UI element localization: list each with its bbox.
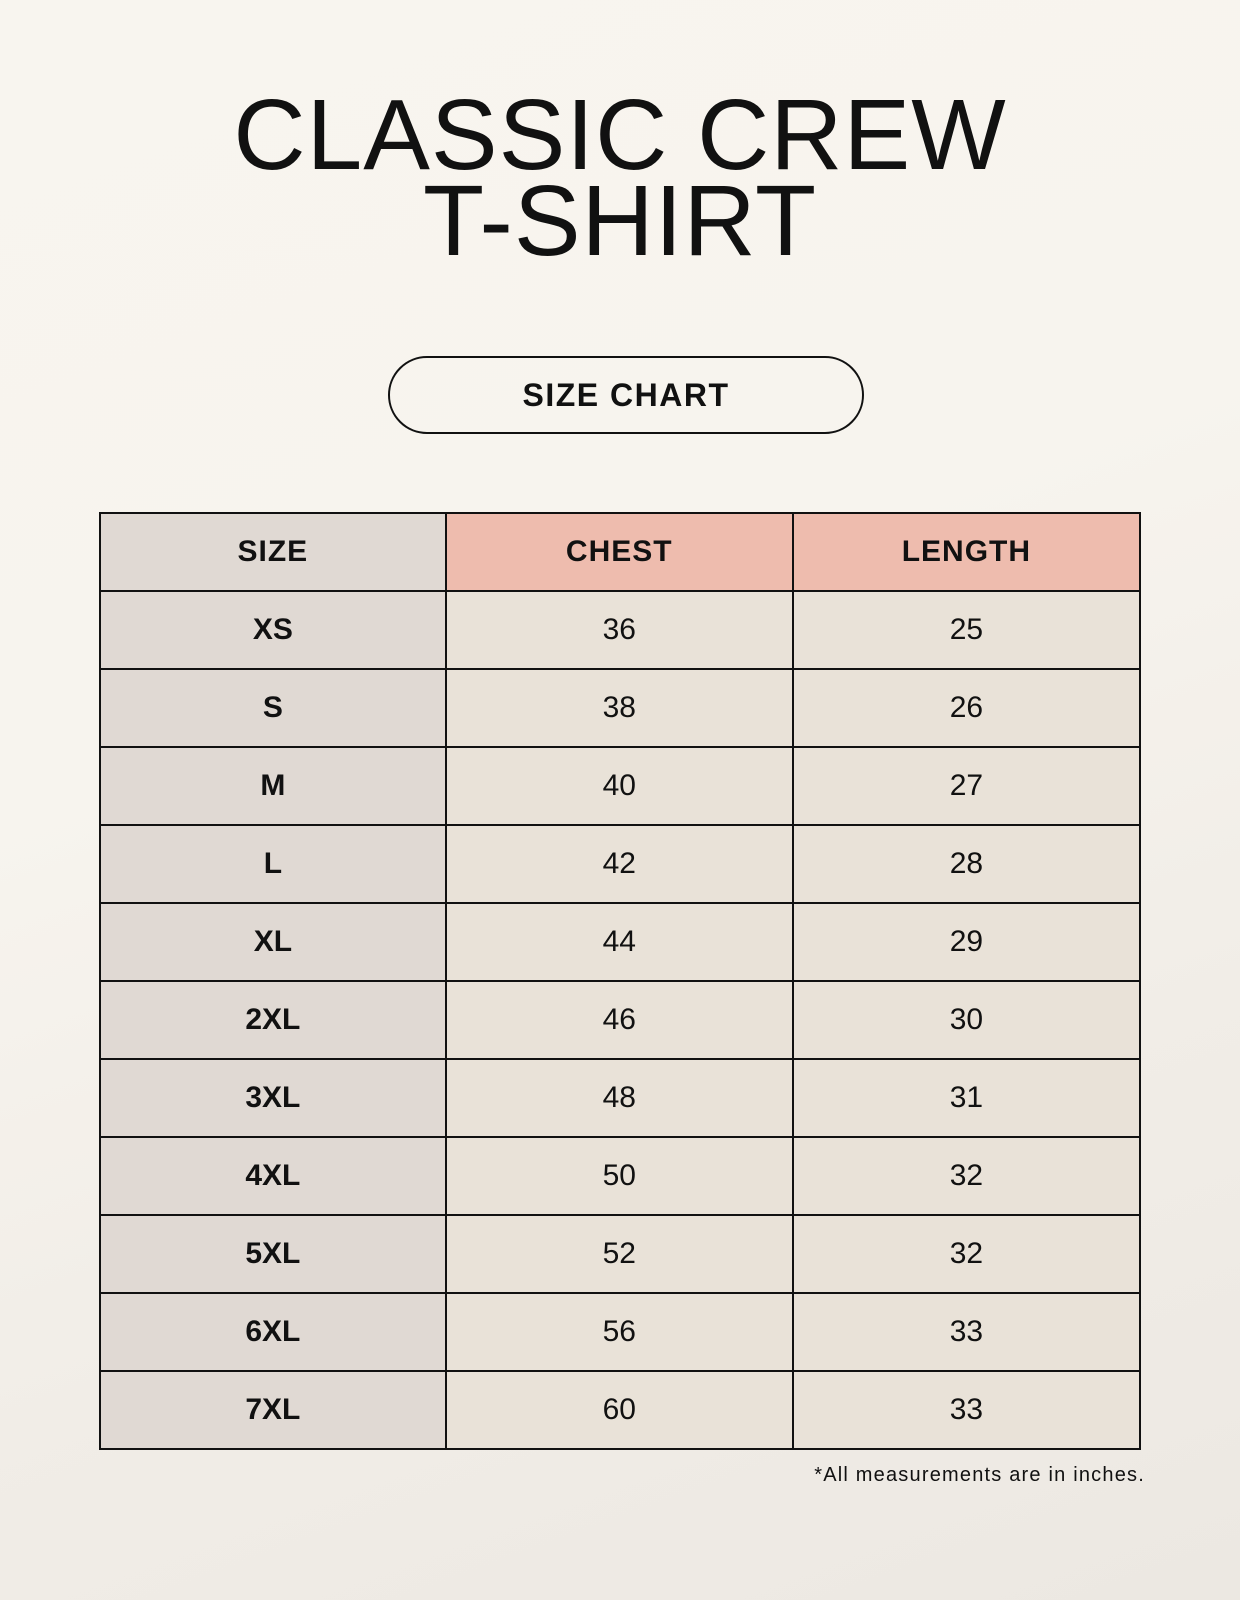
size-cell: M — [99, 746, 447, 826]
size-cell: 4XL — [99, 1136, 447, 1216]
length-cell: 33 — [791, 1292, 1142, 1372]
size-cell: 3XL — [99, 1058, 447, 1138]
size-cell: XL — [99, 902, 447, 982]
table-row: M 40 27 — [99, 746, 1142, 826]
length-cell: 29 — [791, 902, 1142, 982]
length-cell: 27 — [791, 746, 1142, 826]
length-cell: 32 — [791, 1136, 1142, 1216]
chest-cell: 44 — [444, 902, 794, 982]
table-row: 6XL 56 33 — [99, 1292, 1142, 1372]
length-cell: 25 — [791, 590, 1142, 670]
chest-cell: 42 — [444, 824, 794, 904]
chest-cell: 60 — [444, 1370, 794, 1450]
size-cell: L — [99, 824, 447, 904]
chest-cell: 38 — [444, 668, 794, 748]
size-cell: 6XL — [99, 1292, 447, 1372]
table-row: XL 44 29 — [99, 902, 1142, 982]
table-row: 2XL 46 30 — [99, 980, 1142, 1060]
size-cell: 5XL — [99, 1214, 447, 1294]
chest-cell: 40 — [444, 746, 794, 826]
chest-cell: 50 — [444, 1136, 794, 1216]
title-line-2: T-SHIRT — [422, 165, 818, 277]
table-row: XS 36 25 — [99, 590, 1142, 670]
chest-cell: 48 — [444, 1058, 794, 1138]
length-cell: 30 — [791, 980, 1142, 1060]
title-line-1: CLASSIC CREW — [233, 79, 1007, 191]
table-row: 7XL 60 33 — [99, 1370, 1142, 1450]
table-row: 5XL 52 32 — [99, 1214, 1142, 1294]
chest-cell: 36 — [444, 590, 794, 670]
table-row: 3XL 48 31 — [99, 1058, 1142, 1138]
size-cell: 2XL — [99, 980, 447, 1060]
length-cell: 33 — [791, 1370, 1142, 1450]
length-cell: 26 — [791, 668, 1142, 748]
length-cell: 32 — [791, 1214, 1142, 1294]
page-title: CLASSIC CREW T-SHIRT — [0, 79, 1240, 277]
table-row: S 38 26 — [99, 668, 1142, 748]
header-chest: CHEST — [444, 512, 794, 592]
size-cell: XS — [99, 590, 447, 670]
chest-cell: 46 — [444, 980, 794, 1060]
size-table: SIZE CHEST LENGTH XS 36 25 S 38 26 M 40 27 L 42 28 X… — [99, 512, 1142, 1450]
size-chart-badge: SIZE CHART — [388, 356, 864, 434]
table-row: 4XL 50 32 — [99, 1136, 1142, 1216]
chest-cell: 56 — [444, 1292, 794, 1372]
chest-cell: 52 — [444, 1214, 794, 1294]
length-cell: 31 — [791, 1058, 1142, 1138]
length-cell: 28 — [791, 824, 1142, 904]
footnote: *All measurements are in inches. — [814, 1464, 1145, 1486]
size-cell: S — [99, 668, 447, 748]
size-cell: 7XL — [99, 1370, 447, 1450]
header-row: SIZE CHEST LENGTH — [99, 512, 1142, 592]
header-size: SIZE — [99, 512, 447, 592]
header-length: LENGTH — [791, 512, 1142, 592]
table-row: L 42 28 — [99, 824, 1142, 904]
